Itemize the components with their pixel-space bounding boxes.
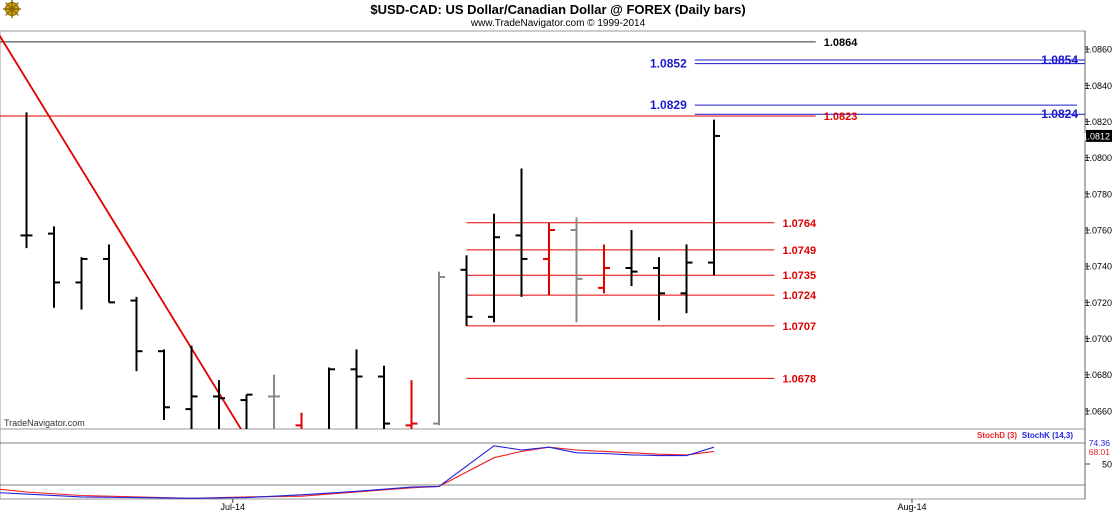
- ohlc-bar: [460, 255, 473, 326]
- ohlc-bar: [130, 296, 143, 372]
- ohlc-bar: [295, 412, 303, 429]
- level-label: 1.0823: [824, 111, 858, 123]
- chart-subtitle: www.TradeNavigator.com © 1999-2014: [470, 18, 646, 29]
- ohlc-bar: [75, 257, 88, 310]
- level-label: 1.0824: [1041, 107, 1078, 121]
- y-tick-label: 1.0780: [1084, 189, 1112, 199]
- chart-title: $USD-CAD: US Dollar/Canadian Dollar @ FO…: [370, 2, 745, 17]
- level-label: 1.0852: [650, 57, 687, 71]
- ohlc-bar: [185, 345, 198, 429]
- stoch-value-label: 68.01: [1089, 447, 1111, 457]
- ohlc-bar: [213, 380, 225, 429]
- ohlc-bar: [680, 244, 693, 314]
- ohlc-bar: [20, 112, 33, 249]
- legend-stochd: StochD (3): [977, 431, 1017, 440]
- last-price-marker: 1.0812: [1082, 129, 1112, 142]
- level-label: 1.0724: [783, 290, 818, 302]
- price-panel: [0, 30, 1086, 430]
- y-tick-label: 1.0740: [1084, 262, 1112, 272]
- ohlc-bar: [515, 168, 528, 297]
- level-label: 1.0749: [783, 245, 817, 257]
- x-axis: Jul-14 Aug-14: [220, 499, 927, 512]
- ohlc-bar: [543, 222, 555, 296]
- ohlc-bar: [488, 213, 500, 323]
- ohlc-bar: [158, 349, 170, 420]
- ohlc-bar: [350, 349, 363, 429]
- ohlc-bar: [708, 119, 720, 276]
- ohlc-bar: [48, 226, 60, 308]
- ohlc-bar: [598, 244, 610, 294]
- ohlc-bar: [433, 271, 445, 426]
- ohlc-bar: [570, 217, 583, 323]
- trendline: [0, 34, 243, 429]
- level-label: 1.0864: [824, 37, 859, 49]
- ohlc-bar: [328, 367, 335, 429]
- level-label: 1.0735: [783, 270, 817, 282]
- y-tick-label: 1.0720: [1084, 298, 1112, 308]
- ohlc-bar: [378, 365, 390, 429]
- level-label: 1.0707: [783, 321, 817, 333]
- trendline-layer: [0, 34, 243, 429]
- y-tick-label: 1.0800: [1084, 153, 1112, 163]
- level-label: 1.0764: [783, 218, 818, 230]
- price-axis: 1.0660 1.0680 1.0700 1.0720 1.0740 1.0760 1.07…: [1084, 45, 1112, 417]
- last-price-label: 1.0812: [1082, 131, 1110, 141]
- y-tick-label: 1.0760: [1084, 226, 1112, 236]
- stochastic-panel: [0, 428, 1086, 500]
- ship-wheel-icon: [3, 0, 21, 18]
- y-tick-label: 1.0860: [1084, 45, 1112, 55]
- x-tick-label: Jul-14: [220, 502, 245, 512]
- y-tick-label: 1.0680: [1084, 370, 1112, 380]
- ohlc-bar: [268, 374, 280, 429]
- level-label: 1.0678: [783, 373, 817, 385]
- ohlc-bar: [653, 257, 665, 321]
- stoch-value-box: [1086, 448, 1112, 457]
- level-label: 1.0854: [1041, 53, 1078, 67]
- ohlc-bar: [405, 380, 418, 429]
- y-tick-label: 1.0820: [1084, 117, 1112, 127]
- ohlc-bar: [240, 393, 253, 429]
- resistance-levels: 1.0864 1.0854 1.0852 1.0829 1.0824 1.0823 1.07…: [0, 37, 1085, 385]
- stoch-series-line: [0, 446, 715, 499]
- stoch-tick-label: 50: [1102, 460, 1112, 470]
- stoch-value-label: 74.36: [1089, 438, 1111, 448]
- x-tick-label: Aug-14: [897, 502, 926, 512]
- ohlc-bar: [625, 230, 638, 287]
- ohlc-bar: [103, 244, 115, 304]
- level-label: 1.0829: [650, 98, 687, 112]
- legend-stochk: StochK (14,3): [1022, 431, 1073, 440]
- stoch-series-line: [0, 445, 715, 499]
- price-bars: [20, 112, 720, 429]
- y-tick-label: 1.0700: [1084, 334, 1112, 344]
- stoch-value-box: [1086, 439, 1112, 448]
- y-tick-label: 1.0660: [1084, 406, 1112, 416]
- watermark: TradeNavigator.com: [4, 418, 85, 428]
- y-tick-label: 1.0840: [1084, 81, 1112, 91]
- last-price-box: [1086, 129, 1112, 142]
